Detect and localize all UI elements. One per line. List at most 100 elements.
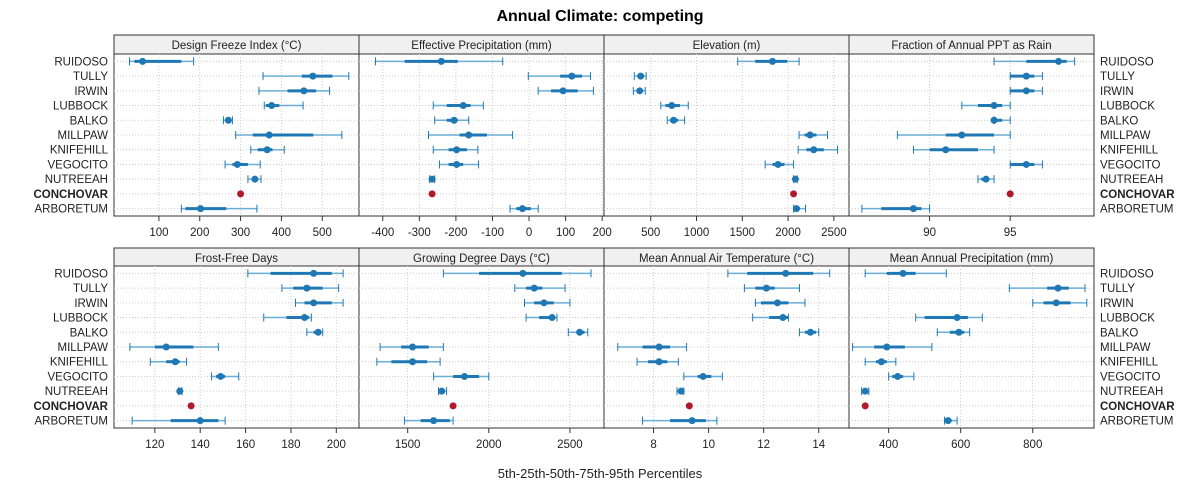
category-label: VEGOCITO [48, 159, 109, 171]
category-label: MILLPAW [1100, 342, 1151, 354]
median-point [437, 57, 445, 65]
median-point [861, 387, 869, 395]
category-label: KNIFEHILL [50, 145, 109, 157]
axis-tick-label: 100 [556, 227, 575, 239]
axis-tick-label: 1000 [684, 227, 710, 239]
category-label: CONCHOVAR [33, 189, 108, 201]
median-point [430, 417, 438, 425]
median-point [268, 102, 276, 110]
median-point [409, 358, 417, 366]
highlight-point [1006, 190, 1014, 198]
axis-tick-label: 800 [1023, 439, 1042, 451]
category-label: LUBBOCK [1100, 101, 1155, 113]
category-label: ARBORETUM [1100, 416, 1173, 428]
category-label: TULLY [1100, 71, 1135, 83]
category-label: TULLY [73, 71, 108, 83]
median-point [310, 299, 318, 307]
category-label: CONCHOVAR [1100, 189, 1175, 201]
median-point [176, 387, 184, 395]
category-label: ARBORETUM [35, 416, 108, 428]
median-point [769, 57, 777, 65]
chart-title: Annual Climate: competing [496, 8, 703, 25]
category-label: ARBORETUM [1100, 204, 1173, 216]
median-point [518, 205, 526, 213]
median-point [953, 314, 961, 322]
median-point [459, 102, 467, 110]
category-label: IRWIN [1100, 298, 1134, 310]
category-label: LUBBOCK [1100, 313, 1155, 325]
highlight-point [685, 402, 693, 410]
median-point [559, 87, 567, 95]
axis-tick-label: -100 [481, 227, 504, 239]
axis-tick-label: 500 [641, 227, 660, 239]
category-label: NUTREEAH [1100, 386, 1163, 398]
median-point [568, 72, 576, 80]
axis-tick-label: 95 [1004, 227, 1017, 239]
median-point [309, 72, 317, 80]
median-point [265, 131, 273, 139]
median-point [670, 116, 678, 124]
median-point [310, 269, 318, 277]
highlight-point [449, 402, 457, 410]
axis-tick-label: 140 [191, 439, 210, 451]
median-point [909, 205, 917, 213]
axis-tick-label: -400 [371, 227, 394, 239]
median-point [1052, 299, 1060, 307]
axis-tick-label: -300 [408, 227, 431, 239]
category-label: MILLPAW [58, 342, 109, 354]
median-point [263, 146, 271, 154]
median-point [806, 131, 814, 139]
panel-title: Fraction of Annual PPT as Rain [891, 40, 1051, 52]
axis-tick-label: 400 [879, 439, 898, 451]
median-point [773, 299, 781, 307]
category-label: NUTREEAH [1100, 174, 1163, 186]
category-label: IRWIN [74, 86, 108, 98]
category-label: VEGOCITO [1100, 159, 1161, 171]
category-label: VEGOCITO [48, 371, 109, 383]
median-point [303, 284, 311, 292]
median-point [990, 116, 998, 124]
median-point [453, 160, 461, 168]
panel-title: Mean Annual Air Temperature (°C) [639, 253, 814, 265]
median-point [782, 269, 790, 277]
panel-title: Elevation (m) [693, 40, 761, 52]
axis-tick-label: 14 [812, 439, 825, 451]
category-label: TULLY [73, 283, 108, 295]
median-point [877, 358, 885, 366]
median-point [1054, 284, 1062, 292]
axis-tick-label: 0 [526, 227, 532, 239]
median-point [779, 314, 787, 322]
median-point [300, 87, 308, 95]
category-label: NUTREEAH [45, 386, 108, 398]
category-label: LUBBOCK [53, 313, 108, 325]
median-point [1022, 87, 1030, 95]
axis-tick-label: 2500 [821, 227, 847, 239]
highlight-point [187, 402, 195, 410]
axis-tick-label: 10 [702, 439, 715, 451]
axis-tick-label: 180 [281, 439, 300, 451]
panel-title: Effective Precipitation (mm) [411, 40, 552, 52]
panel-title: Frost-Free Days [195, 253, 278, 265]
category-label: MILLPAW [1100, 130, 1151, 142]
median-point [233, 160, 241, 168]
axis-tick-label: 2000 [476, 439, 502, 451]
axis-tick-label: 2500 [557, 439, 583, 451]
median-point [894, 372, 902, 380]
category-label: KNIFEHILL [1100, 357, 1159, 369]
median-point [636, 87, 644, 95]
median-point [944, 417, 952, 425]
category-label: CONCHOVAR [1100, 401, 1175, 413]
median-point [942, 146, 950, 154]
median-point [899, 269, 907, 277]
median-point [990, 102, 998, 110]
median-point [428, 175, 436, 183]
axis-tick-label: 1500 [395, 439, 421, 451]
axis-tick-label: 120 [145, 439, 164, 451]
axis-tick-label: 200 [190, 227, 209, 239]
axis-tick-label: 200 [327, 439, 346, 451]
median-point [677, 387, 685, 395]
median-point [301, 314, 309, 322]
median-point [171, 358, 179, 366]
median-point [450, 116, 458, 124]
